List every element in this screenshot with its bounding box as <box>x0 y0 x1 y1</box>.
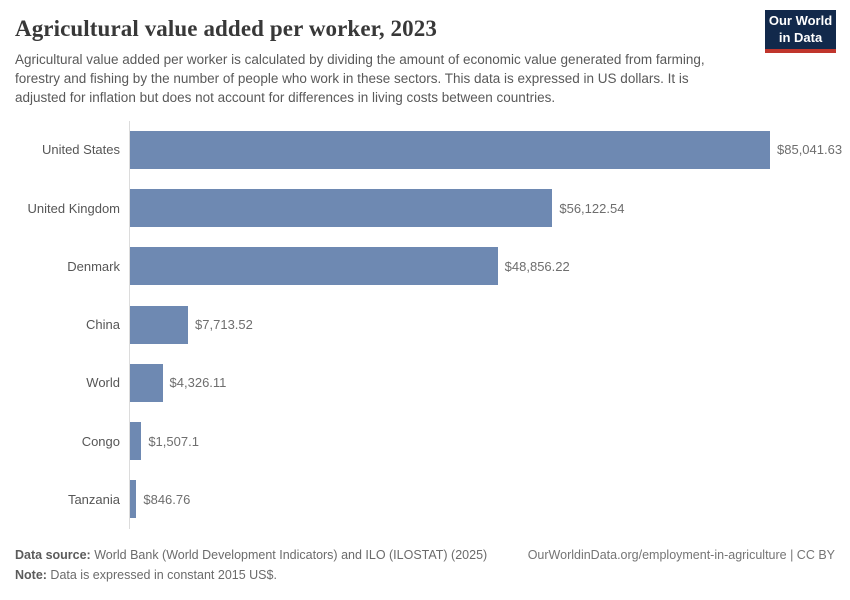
bar[interactable] <box>130 247 498 286</box>
footer-note-text: Data is expressed in constant 2015 US$. <box>46 567 277 582</box>
footer-note: Note: Data is expressed in constant 2015… <box>15 568 835 582</box>
owid-logo[interactable]: Our World in Data <box>765 10 836 53</box>
chart-row: Congo $1,507.1 <box>15 412 835 470</box>
value-label: $48,856.22 <box>504 258 570 274</box>
bar-track: $4,326.11 <box>129 354 835 412</box>
footer-url-license[interactable]: OurWorldinData.org/employment-in-agricul… <box>527 547 835 562</box>
bar-track: $1,507.1 <box>129 412 835 470</box>
bar[interactable] <box>130 480 137 519</box>
data-source: Data source: World Bank (World Developme… <box>15 548 487 562</box>
bar-track: $846.76 <box>129 470 835 528</box>
chart-row: China $7,713.52 <box>15 295 835 353</box>
chart-row: United Kingdom $56,122.54 <box>15 179 835 237</box>
chart-subtitle: Agricultural value added per worker is c… <box>15 52 705 105</box>
bar[interactable] <box>130 305 189 344</box>
bar[interactable] <box>130 130 770 169</box>
category-label[interactable]: China <box>86 317 120 333</box>
chart-footer: Data source: World Bank (World Developme… <box>15 548 835 582</box>
category-label[interactable]: Congo <box>81 433 120 449</box>
footer-note-label: Note: <box>15 567 47 582</box>
bar-track: $56,122.54 <box>129 179 835 237</box>
bar-chart: United States $85,041.63 United Kingdom … <box>15 120 842 529</box>
page-title: Agricultural value added per worker, 202… <box>15 16 437 41</box>
bar-track: $85,041.63 <box>129 121 842 179</box>
chart-row: Denmark $48,856.22 <box>15 237 835 295</box>
bar[interactable] <box>130 422 142 461</box>
chart-row: Tanzania $846.76 <box>15 470 835 528</box>
data-source-label: Data source: <box>15 547 91 562</box>
category-label[interactable]: Tanzania <box>67 491 120 507</box>
chart-row: World $4,326.11 <box>15 354 835 412</box>
data-source-text: World Bank (World Development Indicators… <box>90 547 488 562</box>
category-label[interactable]: World <box>86 375 120 391</box>
value-label: $56,122.54 <box>559 200 625 216</box>
y-axis-line <box>129 120 130 529</box>
category-label[interactable]: United States <box>41 142 120 158</box>
value-label: $846.76 <box>143 491 191 507</box>
value-label: $1,507.1 <box>148 433 199 449</box>
value-label: $4,326.11 <box>169 375 227 391</box>
value-label: $85,041.63 <box>777 142 843 158</box>
chart-row: United States $85,041.63 <box>15 121 842 179</box>
value-label: $7,713.52 <box>195 317 253 333</box>
category-label[interactable]: Denmark <box>67 258 120 274</box>
bar[interactable] <box>130 363 163 402</box>
bar-track: $7,713.52 <box>129 295 835 353</box>
owid-logo-line2: in Data <box>778 29 823 45</box>
bar-track: $48,856.22 <box>129 237 835 295</box>
bar-rows: United States $85,041.63 United Kingdom … <box>15 121 842 529</box>
bar[interactable] <box>130 189 553 228</box>
owid-logo-line1: Our World <box>768 12 833 28</box>
category-label[interactable]: United Kingdom <box>27 200 121 216</box>
